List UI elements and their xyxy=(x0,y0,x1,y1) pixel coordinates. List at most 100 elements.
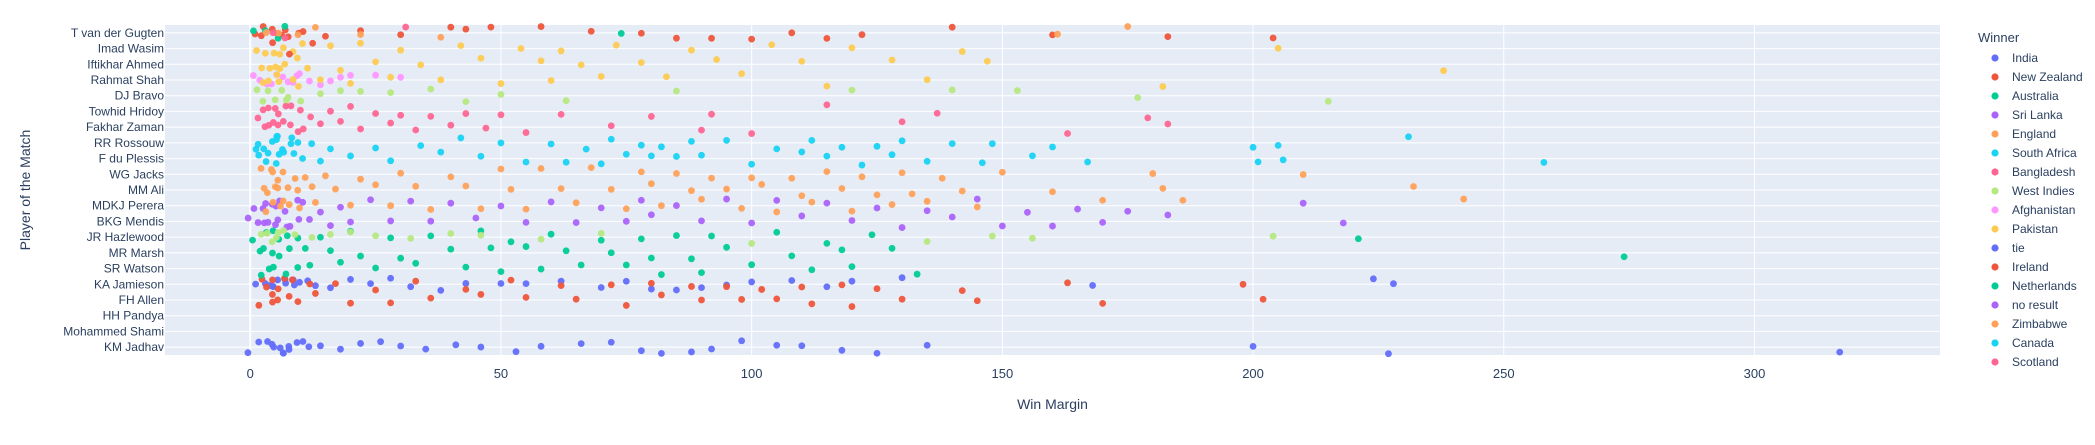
data-point[interactable] xyxy=(278,86,286,94)
data-point[interactable] xyxy=(1259,295,1267,303)
data-point[interactable] xyxy=(264,87,272,95)
data-point[interactable] xyxy=(263,283,270,291)
data-point[interactable] xyxy=(647,254,655,262)
data-point[interactable] xyxy=(407,283,415,291)
data-point[interactable] xyxy=(372,58,379,66)
data-point[interactable] xyxy=(547,140,555,148)
data-point[interactable] xyxy=(427,206,435,213)
data-point[interactable] xyxy=(317,81,324,89)
data-point[interactable] xyxy=(337,258,344,266)
data-point[interactable] xyxy=(657,349,665,357)
data-point[interactable] xyxy=(557,47,565,55)
data-point[interactable] xyxy=(294,31,302,39)
data-point[interactable] xyxy=(447,121,455,129)
data-point[interactable] xyxy=(1159,83,1167,90)
data-point[interactable] xyxy=(577,261,585,269)
data-point[interactable] xyxy=(1049,188,1056,196)
data-point[interactable] xyxy=(372,110,379,117)
data-point[interactable] xyxy=(447,230,455,237)
data-point[interactable] xyxy=(1354,235,1362,243)
data-point[interactable] xyxy=(938,174,946,182)
data-point[interactable] xyxy=(261,49,269,57)
data-point[interactable] xyxy=(858,161,866,169)
data-point[interactable] xyxy=(264,218,272,226)
data-point[interactable] xyxy=(948,86,956,94)
data-point[interactable] xyxy=(1149,170,1157,177)
data-point[interactable] xyxy=(462,25,470,33)
data-point[interactable] xyxy=(597,229,605,237)
data-point[interactable] xyxy=(295,82,302,90)
data-point[interactable] xyxy=(798,148,806,156)
data-point[interactable] xyxy=(457,134,465,142)
data-point[interactable] xyxy=(270,49,278,57)
data-point[interactable] xyxy=(698,269,705,277)
data-point[interactable] xyxy=(262,200,270,207)
data-point[interactable] xyxy=(1089,282,1097,289)
data-point[interactable] xyxy=(873,204,881,212)
data-point[interactable] xyxy=(637,235,645,243)
data-point[interactable] xyxy=(250,205,258,212)
data-point[interactable] xyxy=(923,238,931,245)
data-point[interactable] xyxy=(277,202,284,210)
data-point[interactable] xyxy=(285,201,293,208)
data-point[interactable] xyxy=(637,141,645,149)
data-point[interactable] xyxy=(637,168,645,176)
data-point[interactable] xyxy=(657,271,665,278)
data-point[interactable] xyxy=(798,283,806,291)
data-point[interactable] xyxy=(823,34,831,42)
data-point[interactable] xyxy=(259,97,267,105)
data-point[interactable] xyxy=(1144,114,1152,122)
data-point[interactable] xyxy=(327,107,334,115)
data-point[interactable] xyxy=(273,136,280,144)
data-point[interactable] xyxy=(269,29,277,37)
data-point[interactable] xyxy=(587,27,595,35)
data-point[interactable] xyxy=(798,342,806,350)
data-point[interactable] xyxy=(255,151,263,159)
data-point[interactable] xyxy=(577,340,585,348)
data-point[interactable] xyxy=(537,165,545,172)
data-point[interactable] xyxy=(1299,199,1307,207)
data-point[interactable] xyxy=(577,61,585,69)
data-point[interactable] xyxy=(257,230,265,238)
data-point[interactable] xyxy=(562,247,570,255)
data-point[interactable] xyxy=(1405,133,1412,141)
data-point[interactable] xyxy=(264,104,272,112)
data-point[interactable] xyxy=(637,347,645,355)
data-point[interactable] xyxy=(462,285,470,293)
data-point[interactable] xyxy=(275,29,282,37)
data-point[interactable] xyxy=(337,117,344,125)
data-point[interactable] xyxy=(958,187,966,195)
data-point[interactable] xyxy=(279,73,287,81)
data-point[interactable] xyxy=(284,93,292,101)
data-point[interactable] xyxy=(923,341,931,349)
data-point[interactable] xyxy=(291,175,299,182)
data-point[interactable] xyxy=(607,249,615,257)
data-point[interactable] xyxy=(327,145,334,153)
data-point[interactable] xyxy=(337,203,344,211)
data-point[interactable] xyxy=(512,348,520,356)
data-point[interactable] xyxy=(838,281,846,289)
data-point[interactable] xyxy=(838,346,846,354)
data-point[interactable] xyxy=(637,29,645,37)
data-point[interactable] xyxy=(983,57,991,65)
data-point[interactable] xyxy=(285,343,293,350)
data-point[interactable] xyxy=(537,235,545,243)
data-point[interactable] xyxy=(973,203,981,211)
data-point[interactable] xyxy=(848,207,856,215)
data-point[interactable] xyxy=(274,176,282,184)
data-point[interactable] xyxy=(607,185,615,193)
data-point[interactable] xyxy=(1269,34,1277,42)
data-point[interactable] xyxy=(873,142,881,150)
legend-item[interactable]: Canada xyxy=(1991,336,2054,350)
data-point[interactable] xyxy=(838,246,846,254)
data-point[interactable] xyxy=(522,243,530,250)
legend-item[interactable]: Afghanistan xyxy=(1991,203,2075,217)
data-point[interactable] xyxy=(838,143,846,151)
data-point[interactable] xyxy=(522,129,530,136)
data-point[interactable] xyxy=(322,172,329,180)
data-point[interactable] xyxy=(279,44,287,52)
data-point[interactable] xyxy=(269,198,277,206)
data-point[interactable] xyxy=(848,277,856,285)
data-point[interactable] xyxy=(274,285,282,293)
legend-item[interactable]: Australia xyxy=(1991,89,2059,103)
